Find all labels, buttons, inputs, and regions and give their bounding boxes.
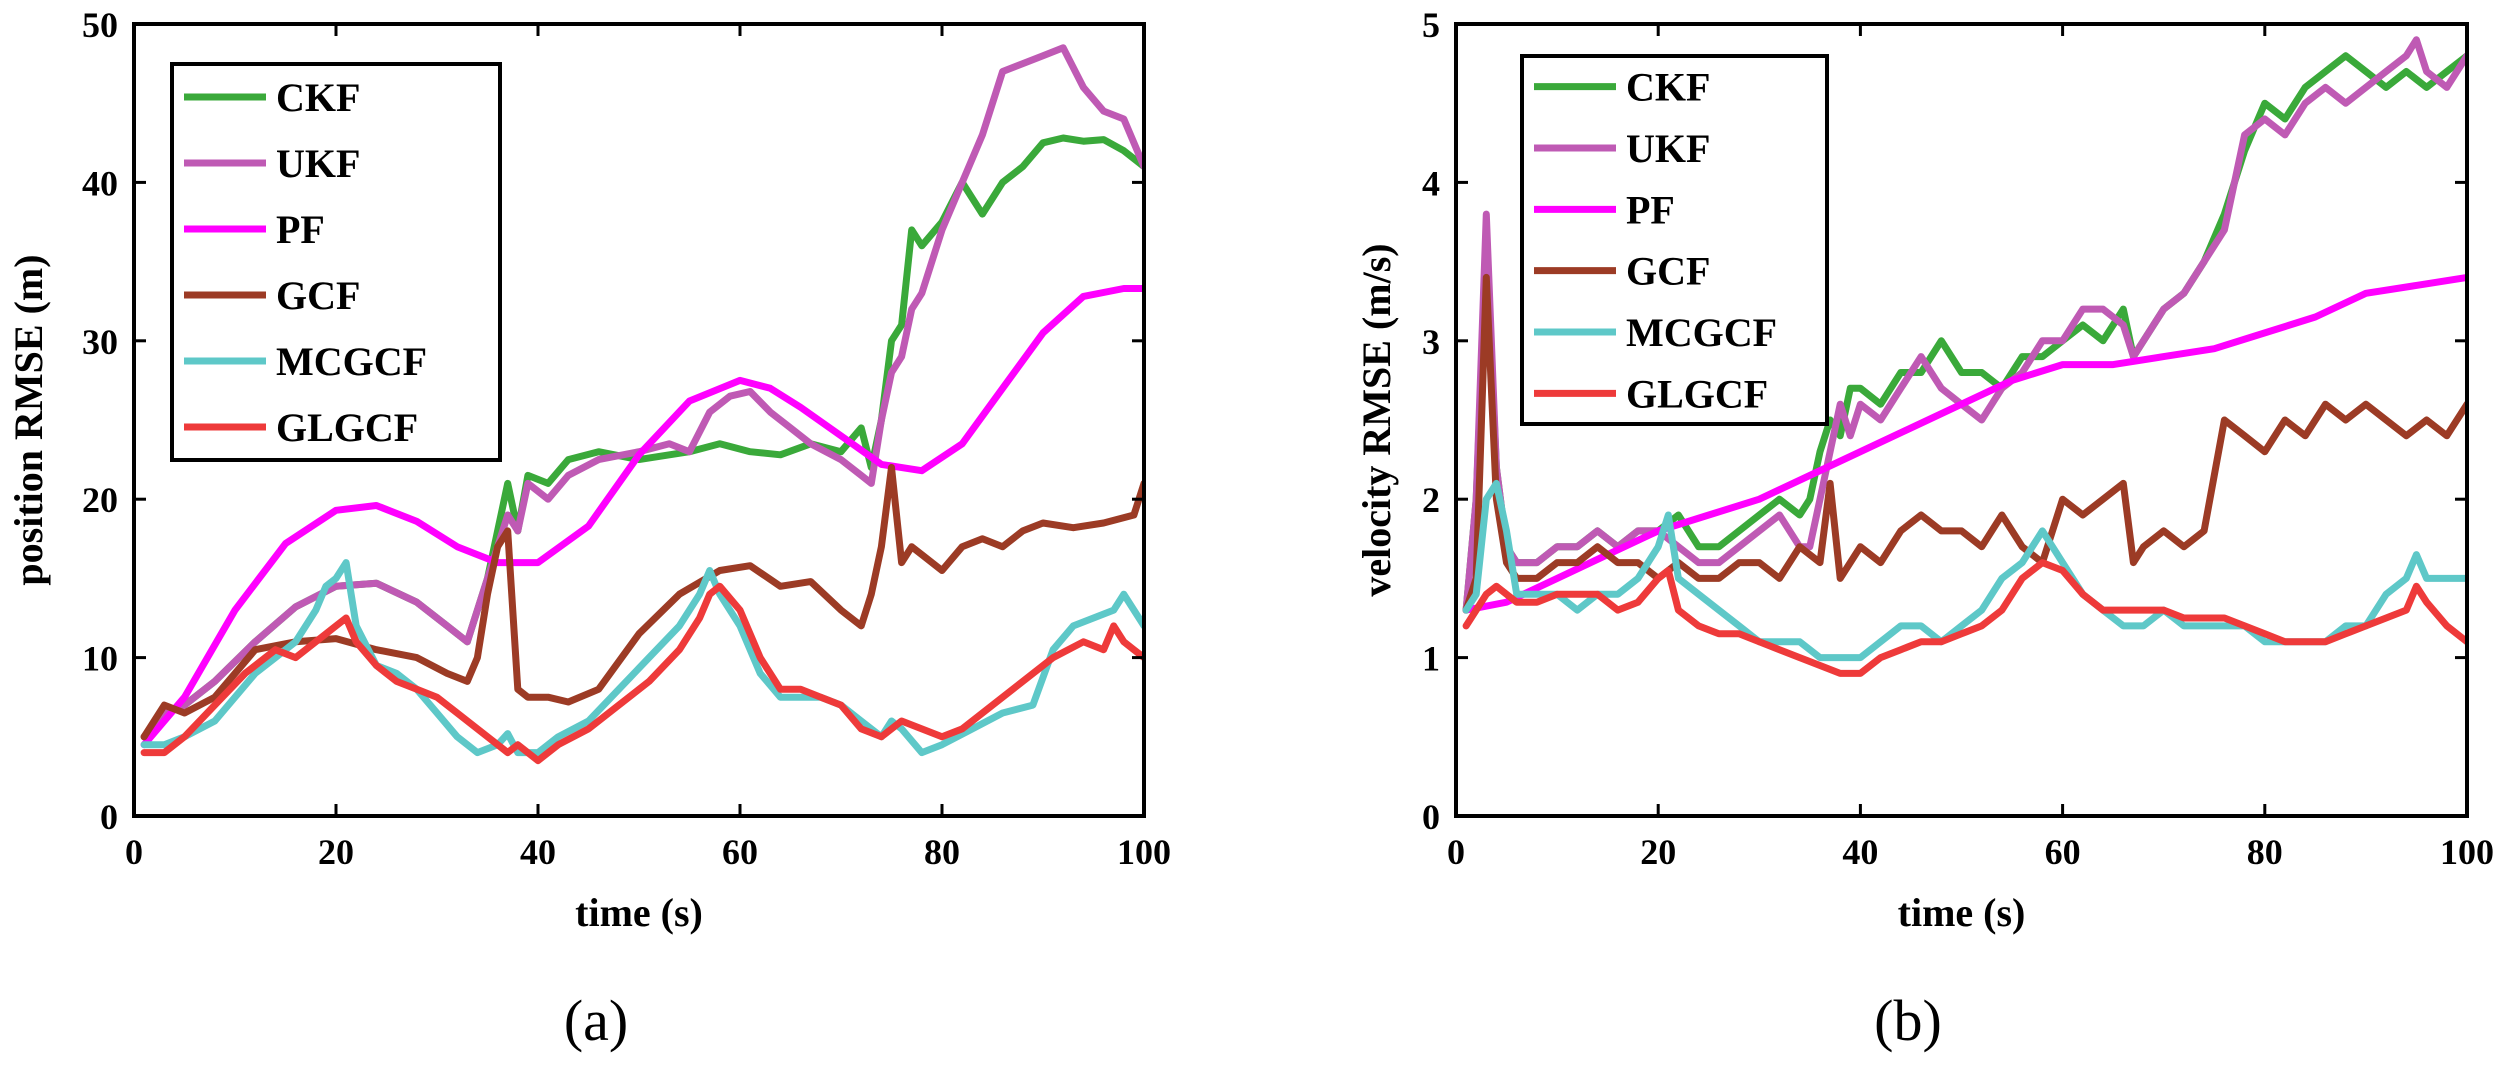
y-axis-label: velocity RMSE (m/s) — [1354, 243, 1399, 596]
y-tick-label: 40 — [82, 163, 118, 203]
legend-label-ckf: CKF — [276, 75, 360, 120]
panel-caption: (b) — [1874, 988, 1942, 1053]
legend: CKF UKF PF GCF MCGCF GLGCF — [170, 62, 502, 462]
y-tick-label: 0 — [100, 797, 118, 837]
y-tick-label: 3 — [1422, 322, 1440, 362]
panel-a-chart: 0 20 40 60 80 100 0 10 20 30 40 50 time (s) position … — [6, 5, 1171, 1053]
legend-label-gcf: GCF — [1626, 249, 1710, 294]
legend-label-ukf: UKF — [276, 141, 360, 186]
x-tick-label: 20 — [318, 832, 354, 872]
x-axis-label: time (s) — [575, 890, 703, 935]
series-line-glgcf — [1462, 559, 2467, 677]
series-line-mcgcf — [140, 559, 1144, 757]
legend-label-gcf: GCF — [276, 273, 360, 318]
legend-label-ckf: CKF — [1626, 65, 1710, 110]
y-axis-label: position RMSE (m) — [6, 254, 51, 585]
legend-label-pf: PF — [1626, 187, 1675, 232]
x-axis-label: time (s) — [1898, 890, 2026, 935]
y-tick-label: 50 — [82, 5, 118, 45]
series-line-glgcf — [140, 582, 1144, 765]
series-line-gcf — [1462, 273, 2467, 614]
x-tick-label: 60 — [2045, 832, 2081, 872]
series-line-gcf — [140, 464, 1144, 741]
x-tick-label: 0 — [1447, 832, 1465, 872]
legend-label-glgcf: GLGCF — [276, 405, 418, 450]
y-tick-label: 2 — [1422, 480, 1440, 520]
y-tick-label: 4 — [1422, 163, 1440, 203]
axes-box — [132, 22, 1146, 818]
legend-box — [170, 62, 502, 462]
legend-label-glgcf: GLGCF — [1626, 371, 1768, 416]
x-tick-label: 100 — [1117, 832, 1171, 872]
y-tick-label: 20 — [82, 480, 118, 520]
series-line-pf — [140, 285, 1144, 749]
x-tick-label: 40 — [520, 832, 556, 872]
x-tick-label: 40 — [1842, 832, 1878, 872]
x-tick-label: 0 — [125, 832, 143, 872]
legend: CKF UKF PF GCF MCGCF GLGCF — [1520, 54, 1829, 426]
legend-label-pf: PF — [276, 207, 325, 252]
y-tick-label: 30 — [82, 322, 118, 362]
axes-box — [1454, 22, 2469, 818]
series-line-ukf — [1462, 36, 2467, 614]
x-tick-label: 20 — [1640, 832, 1676, 872]
legend-label-ukf: UKF — [1626, 126, 1710, 171]
x-tick-label: 60 — [722, 832, 758, 872]
y-tick-label: 5 — [1422, 5, 1440, 45]
y-tick-label: 0 — [1422, 797, 1440, 837]
series-line-pf — [1462, 273, 2467, 614]
legend-box — [1520, 54, 1829, 426]
x-tick-label: 80 — [2247, 832, 2283, 872]
x-tick-label: 80 — [924, 832, 960, 872]
legend-label-mcgcf: MCGCF — [276, 339, 427, 384]
x-tick-label: 100 — [2440, 832, 2494, 872]
y-tick-label: 1 — [1422, 639, 1440, 679]
panel-caption: (a) — [564, 988, 628, 1053]
y-tick-label: 10 — [82, 639, 118, 679]
series-line-ukf — [140, 44, 1144, 741]
panel-b-chart: 0 20 40 60 80 100 0 1 2 3 4 5 time (s) velocity RMSE … — [1354, 5, 2494, 1053]
legend-label-mcgcf: MCGCF — [1626, 310, 1777, 355]
